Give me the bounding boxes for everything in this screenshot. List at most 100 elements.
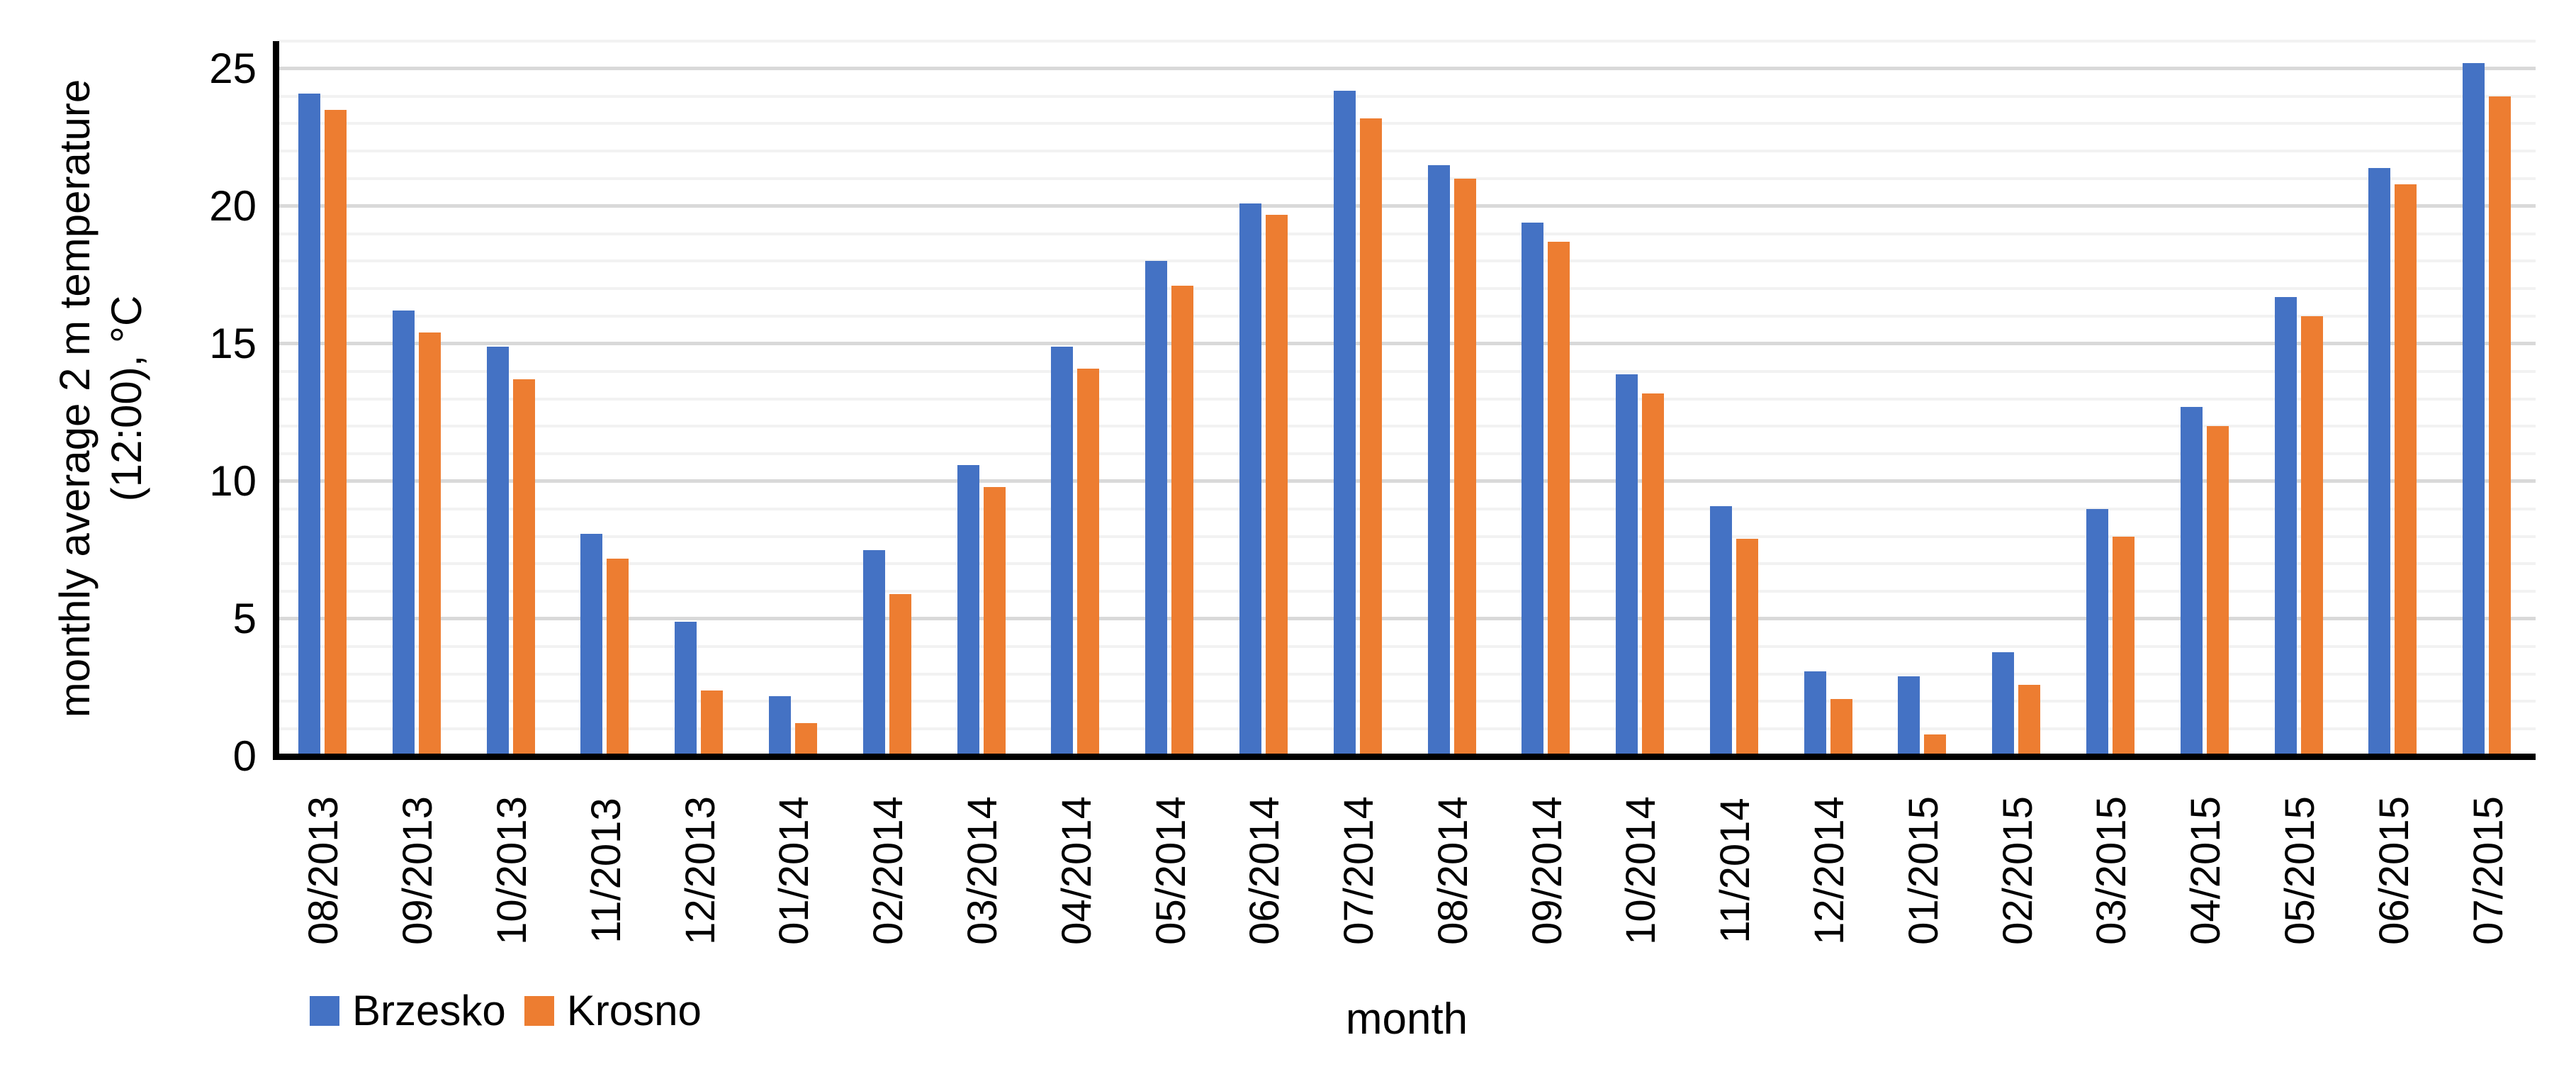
minor-gridline-26 [277, 40, 2536, 43]
bar-krosno-02/2015 [2018, 685, 2041, 756]
x-tick-label-04/2014: 04/2014 [1053, 796, 1100, 945]
minor-gridline-13 [277, 397, 2536, 401]
x-tick-label-02/2015: 02/2015 [1994, 796, 2041, 945]
bar-brzesko-03/2015 [2086, 508, 2109, 756]
y-tick-label-5: 5 [232, 594, 257, 642]
x-tick-label-09/2013: 09/2013 [395, 796, 441, 945]
bar-krosno-05/2014 [1171, 286, 1194, 756]
bar-krosno-03/2015 [2113, 536, 2135, 756]
bar-krosno-08/2014 [1453, 179, 1476, 756]
x-tick-label-11/2013: 11/2013 [583, 798, 629, 944]
x-tick-label-07/2015: 07/2015 [2465, 796, 2512, 945]
bar-brzesko-06/2015 [2368, 167, 2391, 756]
bar-brzesko-02/2015 [1992, 652, 2015, 756]
minor-gridline-3 [277, 672, 2536, 676]
y-axis-line [273, 41, 279, 759]
bar-brzesko-04/2014 [1051, 346, 1074, 756]
minor-gridline-24 [277, 94, 2536, 98]
bar-brzesko-01/2014 [768, 695, 791, 756]
minor-gridline-18 [277, 259, 2536, 263]
x-tick-label-01/2014: 01/2014 [771, 796, 818, 945]
x-tick-label-05/2014: 05/2014 [1147, 796, 1194, 945]
x-tick-label-08/2013: 08/2013 [300, 796, 347, 945]
x-tick-label-08/2014: 08/2014 [1429, 796, 1476, 945]
legend-swatch-krosno [524, 996, 554, 1026]
bar-brzesko-03/2014 [957, 464, 979, 756]
bar-krosno-10/2014 [1642, 393, 1665, 756]
bar-krosno-08/2013 [325, 110, 347, 756]
bar-krosno-05/2015 [2300, 316, 2323, 756]
major-gridline-5 [277, 617, 2536, 621]
y-tick-label-20: 20 [209, 181, 257, 230]
bar-krosno-11/2013 [607, 558, 629, 756]
x-axis-line [273, 754, 2536, 760]
x-tick-label-03/2015: 03/2015 [2088, 796, 2135, 945]
major-gridline-15 [277, 342, 2536, 346]
x-tick-label-07/2014: 07/2014 [1336, 796, 1383, 945]
bar-krosno-04/2014 [1077, 368, 1100, 756]
minor-gridline-11 [277, 452, 2536, 456]
legend-swatch-brzesko [310, 996, 339, 1026]
bar-krosno-07/2014 [1359, 118, 1382, 756]
bar-brzesko-05/2014 [1145, 261, 1168, 756]
y-tick-label-0: 0 [232, 732, 257, 780]
x-tick-label-03/2014: 03/2014 [959, 796, 1006, 945]
bar-brzesko-08/2014 [1427, 164, 1450, 756]
bar-krosno-07/2015 [2489, 96, 2512, 756]
bar-krosno-12/2013 [701, 690, 724, 756]
bar-brzesko-11/2013 [580, 533, 603, 756]
bar-krosno-02/2014 [889, 594, 911, 756]
x-tick-label-05/2015: 05/2015 [2277, 796, 2324, 945]
bar-brzesko-10/2014 [1616, 374, 1638, 756]
x-tick-label-01/2015: 01/2015 [1900, 796, 1947, 945]
bar-brzesko-05/2015 [2274, 296, 2297, 756]
minor-gridline-12 [277, 425, 2536, 428]
x-tick-label-04/2015: 04/2015 [2183, 796, 2229, 945]
bar-krosno-06/2015 [2395, 184, 2417, 756]
y-tick-label-25: 25 [209, 44, 257, 92]
minor-gridline-6 [277, 590, 2536, 593]
x-tick-label-09/2014: 09/2014 [1524, 796, 1570, 945]
x-tick-label-10/2014: 10/2014 [1618, 796, 1665, 945]
bar-brzesko-10/2013 [486, 346, 509, 756]
minor-gridline-2 [277, 700, 2536, 703]
bar-krosno-01/2014 [794, 723, 817, 756]
plot-area [277, 40, 2536, 756]
major-gridline-10 [277, 479, 2536, 483]
minor-gridline-23 [277, 122, 2536, 125]
y-axis-title-line1: monthly average 2 m temperature [51, 79, 99, 718]
bar-brzesko-09/2014 [1522, 223, 1544, 756]
x-tick-label-10/2013: 10/2013 [488, 796, 535, 945]
bar-brzesko-04/2015 [2180, 407, 2203, 756]
x-tick-label-11/2014: 11/2014 [1712, 798, 1759, 944]
bar-brzesko-11/2014 [1709, 505, 1732, 756]
y-axis-title: monthly average 2 m temperature (12:00),… [49, 79, 152, 717]
major-gridline-20 [277, 204, 2536, 208]
bar-brzesko-06/2014 [1239, 203, 1261, 756]
bar-krosno-04/2015 [2206, 426, 2229, 756]
bar-brzesko-07/2015 [2463, 63, 2485, 756]
x-axis-title: month [1345, 995, 1468, 1044]
minor-gridline-9 [277, 507, 2536, 510]
x-tick-label-06/2014: 06/2014 [1242, 796, 1288, 945]
legend-label-brzesko: Brzesko [352, 987, 506, 1034]
bar-brzesko-12/2014 [1804, 671, 1826, 756]
bar-krosno-12/2014 [1830, 698, 1852, 756]
minor-gridline-8 [277, 535, 2536, 538]
bar-krosno-03/2014 [983, 486, 1006, 756]
bar-brzesko-12/2013 [675, 621, 697, 756]
minor-gridline-1 [277, 727, 2536, 731]
bar-brzesko-08/2013 [298, 93, 320, 756]
bar-krosno-01/2015 [1924, 734, 1947, 756]
major-gridline-25 [277, 67, 2536, 71]
legend: Brzesko Krosno [310, 990, 720, 1032]
legend-label-krosno: Krosno [566, 987, 702, 1034]
minor-gridline-16 [277, 315, 2536, 318]
minor-gridline-4 [277, 644, 2536, 648]
x-tick-label-12/2014: 12/2014 [1806, 796, 1853, 945]
bar-krosno-09/2014 [1548, 242, 1570, 756]
bar-brzesko-02/2014 [862, 549, 885, 756]
x-tick-label-02/2014: 02/2014 [865, 796, 912, 945]
minor-gridline-19 [277, 232, 2536, 235]
